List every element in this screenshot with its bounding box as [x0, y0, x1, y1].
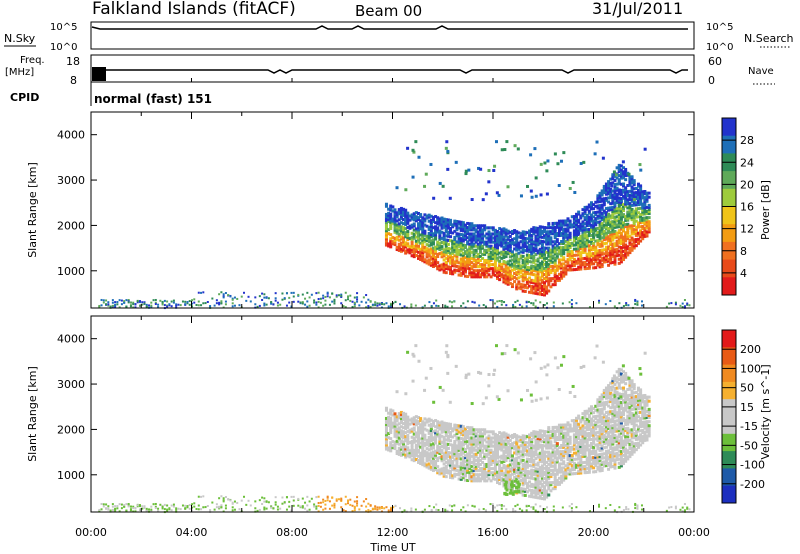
noise-panel: N.Sky N.Search 10^5 10^0 10^5 10^0 [4, 21, 794, 53]
nave-label: Nave [748, 66, 774, 77]
velocity-ylabel: Slant Range [km] [26, 366, 39, 462]
time-tick-1: 04:00 [176, 526, 208, 539]
cpid-label: CPID [10, 91, 39, 104]
time-tick-2: 08:00 [276, 526, 308, 539]
time-tick-3: 12:00 [377, 526, 409, 539]
velocity-ytick-4000: 4000 [57, 333, 85, 346]
nave-tick-low: 0 [708, 74, 715, 87]
velocity-cbar-tick-2: 50 [740, 382, 754, 395]
power-ytick-1000: 1000 [57, 265, 85, 278]
freq-trace [99, 69, 688, 74]
velocity-cbar-tick-1: 100 [740, 362, 761, 375]
freq-start-block [92, 67, 106, 81]
time-tick-5: 20:00 [578, 526, 610, 539]
power-ytick-4000: 4000 [57, 129, 85, 142]
noise-tick-low-right: 10^0 [706, 42, 733, 53]
date-title: 31/Jul/2011 [592, 0, 683, 18]
time-tick-0: 00:00 [75, 526, 107, 539]
velocity-cbar-tick-7: -200 [740, 478, 765, 491]
velocity-cbar-tick-0: 200 [740, 343, 761, 356]
station-title: Falkland Islands (fitACF) [92, 0, 296, 19]
velocity-ytick-2000: 2000 [57, 423, 85, 436]
velocity-cbar-tick-5: -50 [740, 439, 758, 452]
nsearch-label: N.Search [744, 32, 794, 45]
noise-tick-high: 10^5 [50, 22, 77, 33]
freq-tick-high: 18 [66, 55, 80, 68]
noise-tick-high-right: 10^5 [706, 22, 733, 33]
noise-trace [91, 25, 688, 30]
velocity-scatter [98, 344, 691, 514]
freq-panel: Freq. [MHz] 18 8 60 0 Nave [5, 54, 775, 87]
freq-label: Freq. [20, 55, 45, 66]
power-scatter [98, 140, 691, 310]
time-tick-4: 16:00 [477, 526, 509, 539]
power-cbar-tick-3: 16 [740, 201, 754, 214]
time-tick-6: 00:00 [678, 526, 710, 539]
power-panel: 1000 2000 3000 4000 Slant Range [km] [26, 111, 695, 310]
velocity-cbar-tick-3: 15 [740, 401, 754, 414]
power-cbar-tick-4: 12 [740, 223, 754, 236]
nsky-label: N.Sky [4, 32, 36, 45]
velocity-cbar-tick-4: -15 [740, 420, 758, 433]
freq-tick-low: 8 [70, 74, 77, 87]
power-colorbar: 28 24 20 16 12 8 4 [721, 117, 754, 296]
power-ylabel: Slant Range [km] [26, 162, 39, 258]
power-cbar-tick-5: 8 [740, 245, 747, 258]
velocity-ytick-3000: 3000 [57, 378, 85, 391]
velocity-ytick-1000: 1000 [57, 469, 85, 482]
freq-unit-label: [MHz] [5, 67, 34, 78]
beam-title: Beam 00 [355, 2, 422, 20]
power-colorbar-label: Power [dB] [759, 180, 772, 240]
power-cbar-tick-0: 28 [740, 134, 754, 147]
noise-tick-low: 10^0 [50, 42, 77, 53]
velocity-panel: 1000 2000 3000 4000 Slant Range [km] [26, 315, 695, 514]
velocity-colorbar-label: Velocity [m s^-1] [759, 364, 772, 459]
cpid-value: normal (fast) 151 [94, 92, 212, 106]
power-ytick-2000: 2000 [57, 219, 85, 232]
velocity-cbar-tick-6: -100 [740, 459, 765, 472]
velocity-colorbar: 200 100 50 15 -15 -50 -100 -200 [721, 329, 765, 504]
time-axis-label: Time UT [369, 541, 415, 554]
power-cbar-tick-6: 4 [740, 267, 747, 280]
power-cbar-tick-2: 20 [740, 178, 754, 191]
power-ytick-3000: 3000 [57, 174, 85, 187]
power-cbar-tick-1: 24 [740, 156, 754, 169]
nave-tick-high: 60 [708, 55, 722, 68]
